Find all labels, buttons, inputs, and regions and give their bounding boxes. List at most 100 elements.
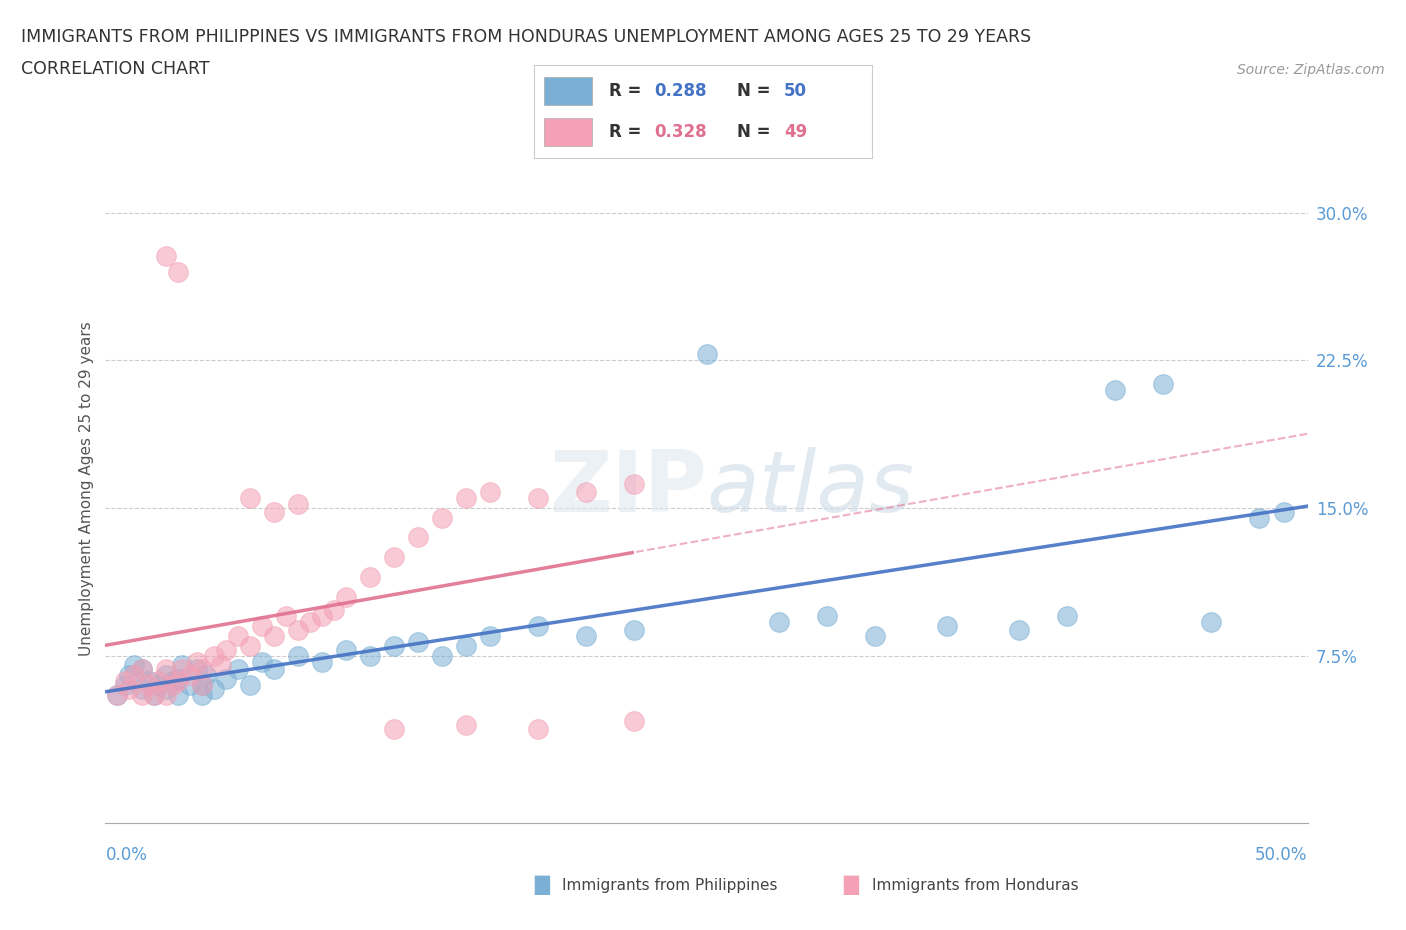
Point [190,662,212,677]
Point [479,485,502,499]
Point [166,264,188,279]
Point [311,654,333,669]
Point [142,687,165,702]
Point [107,687,129,702]
Point [936,618,959,633]
Text: R =: R = [609,82,647,100]
Point [239,678,262,693]
Text: █: █ [844,876,859,895]
FancyBboxPatch shape [544,118,592,146]
Point [274,609,297,624]
Point [155,682,177,697]
Point [250,618,273,633]
Point [186,654,208,669]
Point [454,717,477,732]
Point [195,668,218,683]
FancyBboxPatch shape [544,77,592,105]
Point [1152,377,1174,392]
Point [406,530,429,545]
Point [430,648,453,663]
Point [155,687,177,702]
Text: 50.0%: 50.0% [1256,846,1308,864]
Point [131,662,153,677]
Point [815,609,838,624]
Point [479,629,502,644]
Point [768,615,790,630]
Point [311,609,333,624]
Text: 49: 49 [785,123,807,141]
Point [226,662,249,677]
Point [298,615,321,630]
Point [138,678,160,693]
Point [335,589,357,604]
Y-axis label: Unemployment Among Ages 25 to 29 years: Unemployment Among Ages 25 to 29 years [79,321,94,656]
Text: ZIP: ZIP [548,446,707,530]
Text: N =: N = [737,82,776,100]
Point [226,629,249,644]
Point [250,654,273,669]
Point [382,638,405,653]
Point [696,347,718,362]
Point [527,618,550,633]
Point [209,658,232,673]
Point [454,638,477,653]
Point [202,648,225,663]
Text: R =: R = [609,123,647,141]
Point [131,687,153,702]
Point [202,682,225,697]
Point [1008,622,1031,637]
Point [172,662,194,677]
Point [148,674,170,689]
Point [166,674,188,689]
Text: CORRELATION CHART: CORRELATION CHART [21,60,209,78]
Point [155,248,177,263]
Point [263,629,285,644]
Point [239,638,262,653]
Point [527,491,550,506]
Point [190,678,212,693]
Point [623,477,645,492]
Point [162,674,184,689]
Point [406,634,429,649]
Point [179,668,201,683]
Point [863,629,886,644]
Point [186,662,208,677]
Point [148,678,170,693]
Point [1104,382,1126,397]
Point [214,671,236,686]
Point [527,721,550,736]
Point [179,678,201,693]
Point [382,550,405,565]
Point [124,668,146,683]
Point [382,721,405,736]
Point [172,658,194,673]
Point [1249,511,1271,525]
Point [124,658,146,673]
Text: IMMIGRANTS FROM PHILIPPINES VS IMMIGRANTS FROM HONDURAS UNEMPLOYMENT AMONG AGES : IMMIGRANTS FROM PHILIPPINES VS IMMIGRANT… [21,28,1031,46]
Point [155,662,177,677]
Point [107,687,129,702]
Point [1056,609,1078,624]
Point [118,668,141,683]
Point [131,662,153,677]
Point [335,643,357,658]
Point [623,622,645,637]
Point [138,674,160,689]
Text: 0.328: 0.328 [654,123,707,141]
Point [359,648,381,663]
Point [287,648,309,663]
Point [131,682,153,697]
Point [155,668,177,683]
Point [114,678,136,693]
Point [1272,504,1295,519]
Point [142,687,165,702]
Point [166,671,188,686]
Point [214,643,236,658]
Text: Source: ZipAtlas.com: Source: ZipAtlas.com [1237,63,1385,77]
Point [359,569,381,584]
Point [263,504,285,519]
Text: 0.288: 0.288 [654,82,707,100]
Point [575,629,598,644]
Point [162,678,184,693]
Point [190,678,212,693]
